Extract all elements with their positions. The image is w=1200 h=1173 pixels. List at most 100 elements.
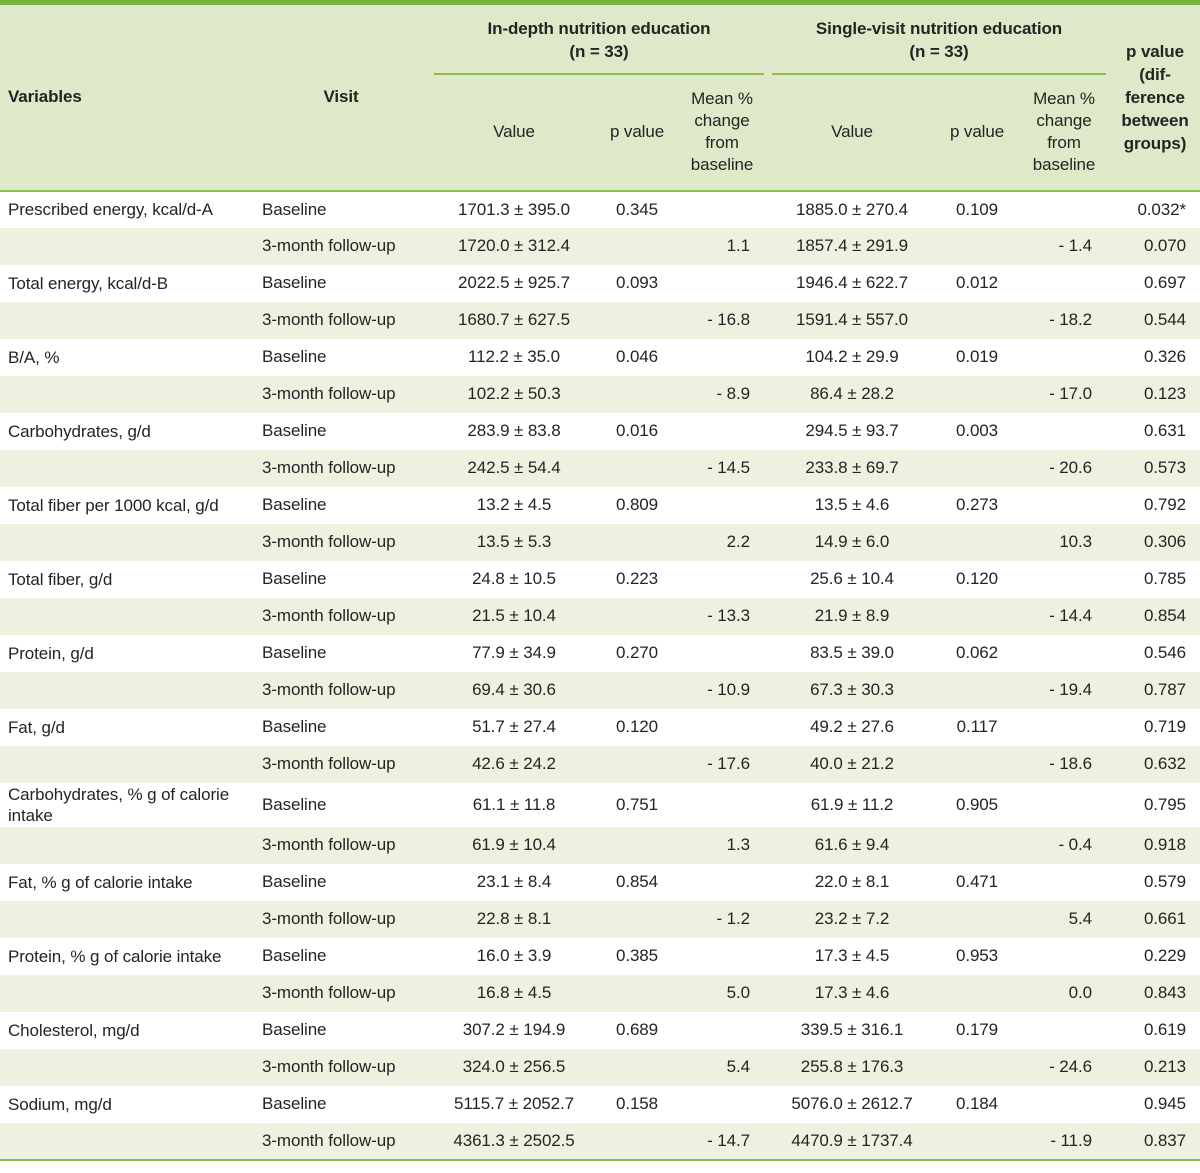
table-row: 3-month follow-up 13.5 ± 5.3 2.2 14.9 ± 6.0… [0, 523, 1200, 561]
cell-value-indepth: 1701.3 ± 395.0 [430, 189, 598, 228]
cell-visit: 3-month follow-up [252, 597, 430, 635]
cell-pvalue-indepth: 0.093 [598, 264, 676, 302]
cell-change-singlevisit [1018, 189, 1110, 228]
header-indepth-change: Mean % change from baseline [676, 74, 768, 191]
cell-change-singlevisit: 5.4 [1018, 900, 1110, 938]
cell-variable [0, 227, 252, 265]
cell-pvalue-singlevisit: 0.019 [936, 338, 1018, 376]
cell-pvalue-singlevisit [936, 227, 1018, 265]
cell-pvalue-singlevisit [936, 900, 1018, 938]
cell-change-singlevisit [1018, 486, 1110, 524]
cell-value-singlevisit: 294.5 ± 93.7 [768, 412, 936, 450]
cell-variable: Fat, g/d [0, 708, 252, 746]
cell-pvalue-indepth [598, 745, 676, 783]
table-row: 3-month follow-up 16.8 ± 4.5 5.0 17.3 ± 4.6… [0, 974, 1200, 1012]
cell-pvalue-singlevisit [936, 449, 1018, 487]
cell-pvalue-diff: 0.843 [1110, 974, 1200, 1012]
group-indepth-title: In-depth nutrition education [487, 18, 711, 38]
cell-value-indepth: 307.2 ± 194.9 [430, 1011, 598, 1049]
table-row: 3-month follow-up 242.5 ± 54.4 - 14.5 233.8… [0, 449, 1200, 487]
cell-pvalue-singlevisit [936, 523, 1018, 561]
cell-change-singlevisit: - 18.6 [1018, 745, 1110, 783]
cell-pvalue-diff: 0.792 [1110, 486, 1200, 524]
header-pvalue-difference: p value (dif-ference between groups) [1110, 2, 1200, 191]
cell-value-singlevisit: 5076.0 ± 2612.7 [768, 1085, 936, 1123]
cell-visit: 3-month follow-up [252, 301, 430, 339]
cell-change-singlevisit [1018, 708, 1110, 746]
cell-pvalue-diff: 0.719 [1110, 708, 1200, 746]
cell-change-indepth: 5.4 [676, 1048, 768, 1086]
cell-value-indepth: 324.0 ± 256.5 [430, 1048, 598, 1086]
cell-change-indepth: - 1.2 [676, 900, 768, 938]
cell-visit: Baseline [252, 863, 430, 901]
cell-change-singlevisit: - 17.0 [1018, 375, 1110, 413]
cell-pvalue-singlevisit [936, 671, 1018, 709]
cell-pvalue-diff: 0.579 [1110, 863, 1200, 901]
cell-variable: Total fiber, g/d [0, 560, 252, 598]
cell-pvalue-singlevisit: 0.109 [936, 189, 1018, 228]
cell-variable [0, 375, 252, 413]
header-group-singlevisit: Single-visit nutrition education (n = 33… [768, 2, 1110, 75]
cell-pvalue-diff: 0.213 [1110, 1048, 1200, 1086]
cell-variable [0, 826, 252, 864]
cell-value-singlevisit: 1885.0 ± 270.4 [768, 189, 936, 228]
cell-value-singlevisit: 67.3 ± 30.3 [768, 671, 936, 709]
cell-value-indepth: 69.4 ± 30.6 [430, 671, 598, 709]
cell-value-singlevisit: 17.3 ± 4.6 [768, 974, 936, 1012]
cell-value-indepth: 77.9 ± 34.9 [430, 634, 598, 672]
cell-change-singlevisit: - 1.4 [1018, 227, 1110, 265]
cell-variable: Prescribed energy, kcal/d-A [0, 189, 252, 228]
cell-variable [0, 301, 252, 339]
header-variables: Variables [0, 2, 252, 191]
cell-visit: 3-month follow-up [252, 1048, 430, 1086]
cell-pvalue-indepth: 0.854 [598, 863, 676, 901]
cell-value-singlevisit: 255.8 ± 176.3 [768, 1048, 936, 1086]
cell-change-indepth: - 14.5 [676, 449, 768, 487]
table-row: Total energy, kcal/d-B Baseline 2022.5 ± 9… [0, 264, 1200, 302]
cell-pvalue-diff: 0.945 [1110, 1085, 1200, 1123]
cell-pvalue-indepth [598, 1048, 676, 1086]
table-row: Fat, g/d Baseline 51.7 ± 27.4 0.120 49.2 ± 2… [0, 708, 1200, 746]
cell-value-indepth: 24.8 ± 10.5 [430, 560, 598, 598]
cell-visit: Baseline [252, 1085, 430, 1123]
table-row: Prescribed energy, kcal/d-A Baseline 1701.… [0, 189, 1200, 228]
cell-variable [0, 597, 252, 635]
cell-value-indepth: 13.5 ± 5.3 [430, 523, 598, 561]
cell-pvalue-singlevisit [936, 974, 1018, 1012]
cell-pvalue-diff: 0.918 [1110, 826, 1200, 864]
cell-pvalue-indepth: 0.223 [598, 560, 676, 598]
cell-change-indepth [676, 708, 768, 746]
cell-variable [0, 671, 252, 709]
cell-variable: Carbohydrates, g/d [0, 412, 252, 450]
cell-change-singlevisit: - 19.4 [1018, 671, 1110, 709]
cell-value-indepth: 2022.5 ± 925.7 [430, 264, 598, 302]
cell-variable: Total fiber per 1000 kcal, g/d [0, 486, 252, 524]
cell-variable: Cholesterol, mg/d [0, 1011, 252, 1049]
cell-visit: Baseline [252, 486, 430, 524]
cell-value-singlevisit: 104.2 ± 29.9 [768, 338, 936, 376]
cell-value-singlevisit: 1946.4 ± 622.7 [768, 264, 936, 302]
cell-pvalue-indepth: 0.809 [598, 486, 676, 524]
cell-variable [0, 1122, 252, 1160]
cell-change-singlevisit: - 24.6 [1018, 1048, 1110, 1086]
cell-variable [0, 449, 252, 487]
cell-change-indepth: - 16.8 [676, 301, 768, 339]
cell-change-indepth: 2.2 [676, 523, 768, 561]
cell-pvalue-indepth: 0.270 [598, 634, 676, 672]
table-row: Carbohydrates, % g of calorie intake Base… [0, 782, 1200, 827]
table-row: Total fiber per 1000 kcal, g/d Baseline 13… [0, 486, 1200, 524]
cell-pvalue-singlevisit [936, 745, 1018, 783]
cell-value-singlevisit: 4470.9 ± 1737.4 [768, 1122, 936, 1160]
cell-pvalue-diff: 0.123 [1110, 375, 1200, 413]
cell-pvalue-indepth: 0.385 [598, 937, 676, 975]
header-row-groups: Variables Visit In-depth nutrition educa… [0, 2, 1200, 191]
cell-pvalue-singlevisit [936, 375, 1018, 413]
cell-pvalue-singlevisit: 0.953 [936, 937, 1018, 975]
cell-variable: Sodium, mg/d [0, 1085, 252, 1123]
cell-change-indepth: - 10.9 [676, 671, 768, 709]
table-row: B/A, % Baseline 112.2 ± 35.0 0.046 104.2 ± 2… [0, 338, 1200, 376]
header-indepth-pvalue: p value [598, 74, 676, 191]
cell-value-singlevisit: 14.9 ± 6.0 [768, 523, 936, 561]
cell-pvalue-diff: 0.697 [1110, 264, 1200, 302]
